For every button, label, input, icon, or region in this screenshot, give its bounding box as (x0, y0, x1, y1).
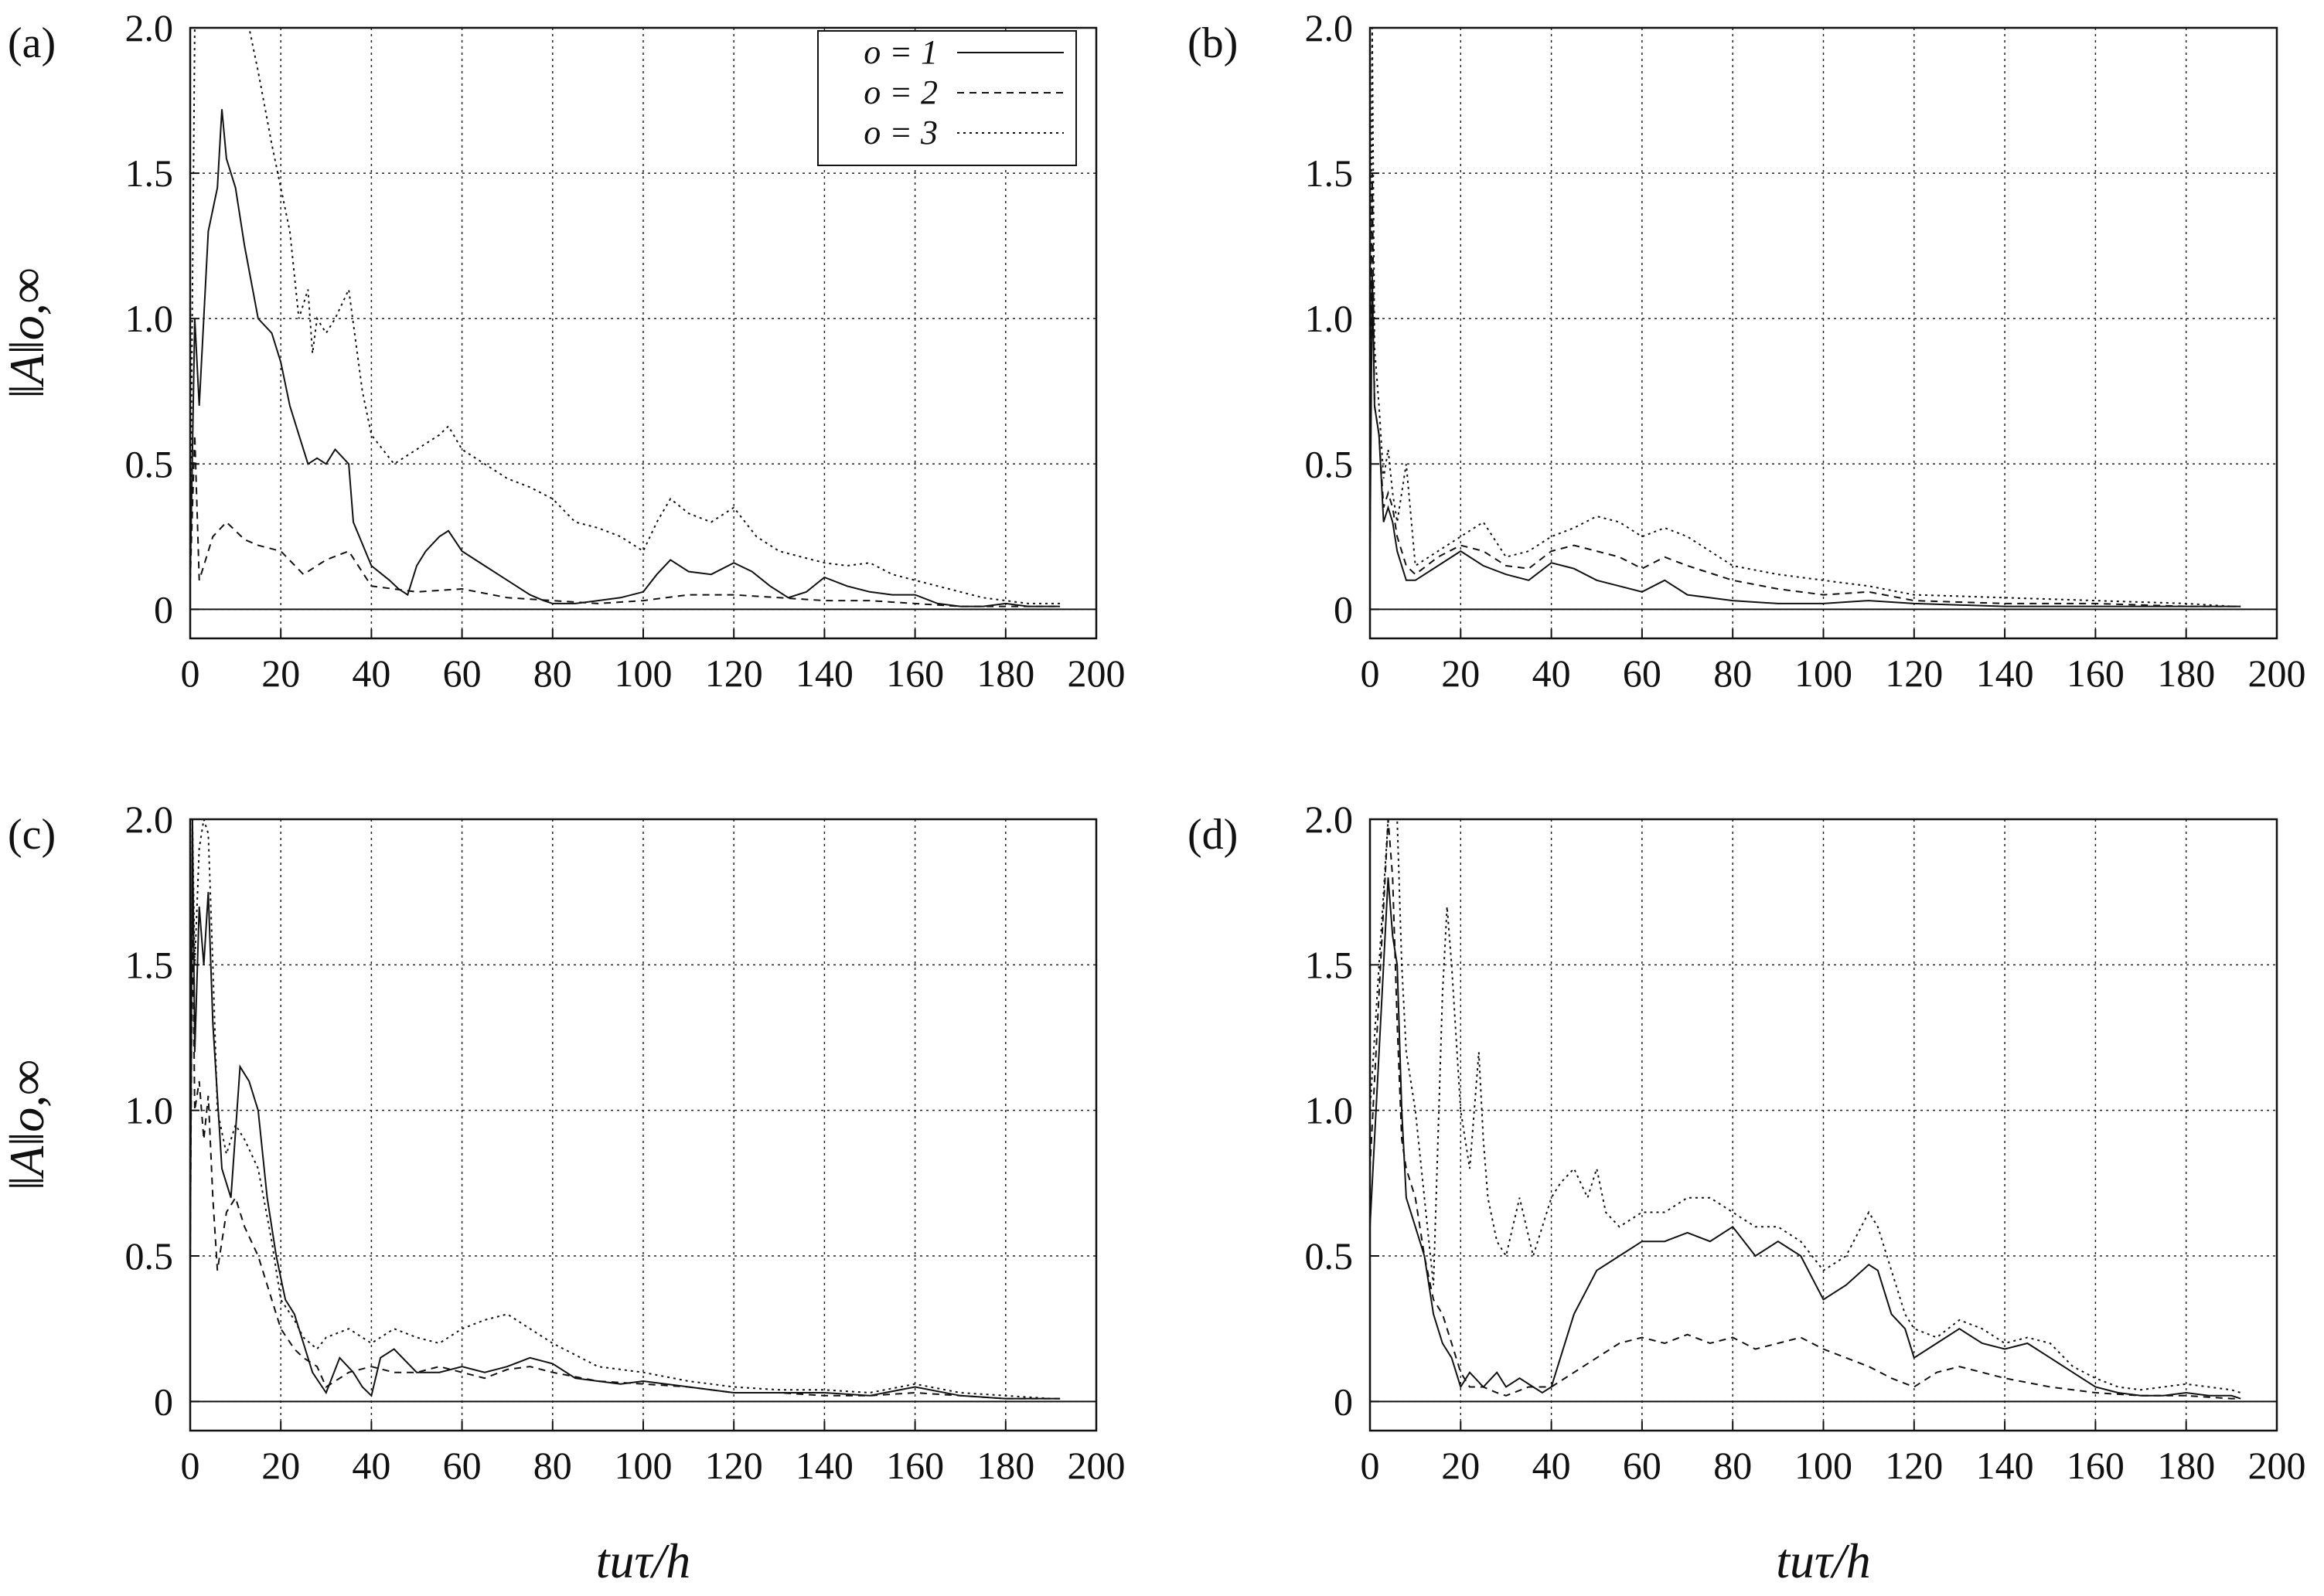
x-tick-label: 140 (796, 1444, 854, 1487)
x-tick-label: 60 (443, 1444, 482, 1487)
y-tick-label: 1.5 (1305, 151, 1354, 195)
x-tick-label: 200 (1068, 1444, 1126, 1487)
x-tick-label: 200 (1068, 652, 1126, 695)
y-tick-label: 2.0 (1305, 6, 1354, 49)
chart-panel-2: 0 20 40 60 80 100 120 140 160 180 200 0 0.5 1.0 1.5 2.0… (1188, 6, 2306, 695)
x-tick-label: 180 (976, 652, 1034, 695)
x-tick-label: 0 (1361, 652, 1380, 695)
series-line-3 (1370, 28, 2241, 607)
x-tick-label: 140 (1976, 1444, 2034, 1487)
legend-box (817, 30, 1077, 166)
x-tick-label: 160 (2067, 652, 2125, 695)
x-tick-label: 200 (2248, 1444, 2306, 1487)
x-tick-label: 100 (1794, 652, 1852, 695)
x-tick-label: 80 (533, 1444, 572, 1487)
chart-panel-1: 0 20 40 60 80 100 120 140 160 180 200 0 0.5 1.0 1.5 2.0… (0, 6, 1126, 695)
x-tick-label: 40 (1532, 1444, 1571, 1487)
x-tick-label: 100 (615, 652, 673, 695)
y-tick-label: 0 (1334, 1380, 1353, 1423)
series-line-3 (1370, 819, 2241, 1394)
x-tick-label: 0 (181, 652, 200, 695)
series-line-2 (1370, 819, 2241, 1400)
x-tick-label: 120 (1885, 1444, 1943, 1487)
y-tick-label: 0.5 (125, 1234, 174, 1278)
series-line-1 (190, 819, 1061, 1400)
x-tick-label: 0 (181, 1444, 200, 1487)
x-tick-label: 0 (1361, 1444, 1380, 1487)
x-tick-label: 160 (2067, 1444, 2125, 1487)
series-line-2 (190, 434, 1061, 607)
series-line-1 (1370, 274, 2241, 607)
y-tick-label: 0 (1334, 587, 1353, 631)
x-axis-label: tuτ/h (596, 1533, 690, 1588)
y-tick-label: 1.0 (1305, 297, 1354, 340)
x-tick-label: 160 (886, 652, 944, 695)
y-axis-label: ‖A‖o,∞ (0, 1060, 54, 1190)
x-tick-label: 20 (261, 1444, 300, 1487)
x-axis-label: tuτ/h (1776, 1533, 1870, 1588)
y-tick-label: 0.5 (1305, 442, 1354, 485)
series-line-2 (190, 906, 1061, 1400)
y-tick-label: 2.0 (125, 6, 174, 49)
x-tick-label: 180 (2157, 1444, 2215, 1487)
series-line-2 (1370, 173, 2241, 607)
x-tick-label: 60 (1623, 1444, 1661, 1487)
x-tick-label: 120 (705, 652, 763, 695)
panel-label: (c) (8, 811, 56, 859)
y-tick-label: 1.0 (1305, 1089, 1354, 1132)
x-tick-label: 180 (976, 1444, 1034, 1487)
x-tick-label: 120 (1885, 652, 1943, 695)
y-axis-label: ‖A‖o,∞ (0, 268, 54, 399)
panel-label: (a) (8, 19, 56, 67)
x-tick-label: 40 (352, 652, 390, 695)
y-tick-label: 0.5 (1305, 1234, 1354, 1278)
x-tick-label: 100 (615, 1444, 673, 1487)
series-line-3 (190, 819, 1061, 1400)
y-tick-label: 1.5 (125, 151, 174, 195)
x-tick-label: 160 (886, 1444, 944, 1487)
legend-label: o = 1 (864, 33, 938, 71)
y-tick-label: 1.0 (125, 1089, 174, 1132)
panel-label: (d) (1188, 811, 1238, 859)
x-tick-label: 20 (1441, 652, 1480, 695)
chart-panel-3: 0 20 40 60 80 100 120 140 160 180 200 0 0.5 1.0 1.5 2.0… (0, 798, 1126, 1588)
x-tick-label: 140 (1976, 652, 2034, 695)
series-line-1 (190, 109, 1061, 607)
y-tick-label: 0.5 (125, 442, 174, 485)
y-tick-label: 1.5 (125, 943, 174, 986)
panel-label: (b) (1188, 19, 1238, 67)
y-tick-label: 0 (154, 1380, 173, 1423)
legend-label: o = 2 (864, 73, 938, 111)
x-tick-label: 60 (443, 652, 482, 695)
chart-panel-4: 0 20 40 60 80 100 120 140 160 180 200 0 0.5 1.0 1.5 2.0… (1188, 798, 2306, 1588)
y-tick-label: 0 (154, 587, 173, 631)
x-tick-label: 20 (1441, 1444, 1480, 1487)
y-tick-label: 1.5 (1305, 943, 1354, 986)
series-line-1 (1370, 877, 2241, 1400)
x-tick-label: 80 (533, 652, 572, 695)
y-tick-label: 2.0 (125, 798, 174, 841)
x-tick-label: 120 (705, 1444, 763, 1487)
x-tick-label: 40 (1532, 652, 1571, 695)
x-tick-label: 80 (1713, 652, 1752, 695)
x-tick-label: 180 (2157, 652, 2215, 695)
x-tick-label: 20 (261, 652, 300, 695)
x-tick-label: 100 (1794, 1444, 1852, 1487)
x-tick-label: 80 (1713, 1444, 1752, 1487)
x-tick-label: 40 (352, 1444, 390, 1487)
legend-label: o = 3 (864, 114, 938, 151)
x-tick-label: 60 (1623, 652, 1661, 695)
x-tick-label: 200 (2248, 652, 2306, 695)
y-tick-label: 2.0 (1305, 798, 1354, 841)
x-tick-label: 140 (796, 652, 854, 695)
y-tick-label: 1.0 (125, 297, 174, 340)
